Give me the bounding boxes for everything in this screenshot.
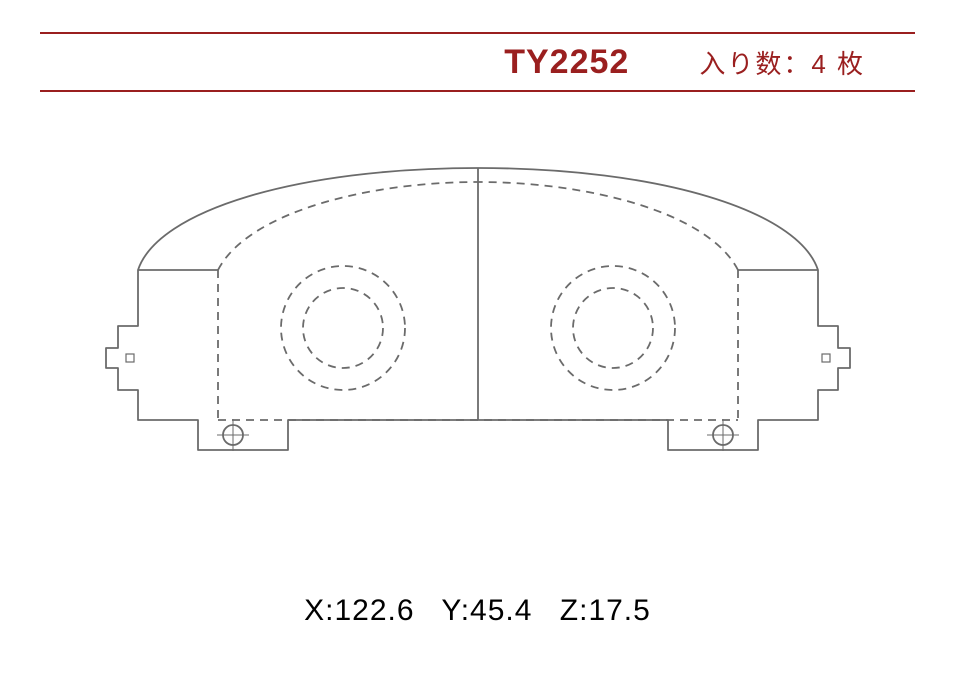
dim-y: Y:45.4 <box>441 594 532 627</box>
quantity-label: 入り数：4 枚 <box>699 44 865 81</box>
dim-z: Z:17.5 <box>560 594 651 627</box>
dim-x: X:122.6 <box>304 594 414 627</box>
brake-pad-drawing <box>0 150 955 490</box>
brake-pad-svg <box>68 150 888 490</box>
dimensions-line: X:122.6 Y:45.4 Z:17.5 <box>0 594 955 628</box>
part-number: TY2252 <box>504 43 629 82</box>
header-band: TY2252 入り数：4 枚 <box>40 32 915 92</box>
